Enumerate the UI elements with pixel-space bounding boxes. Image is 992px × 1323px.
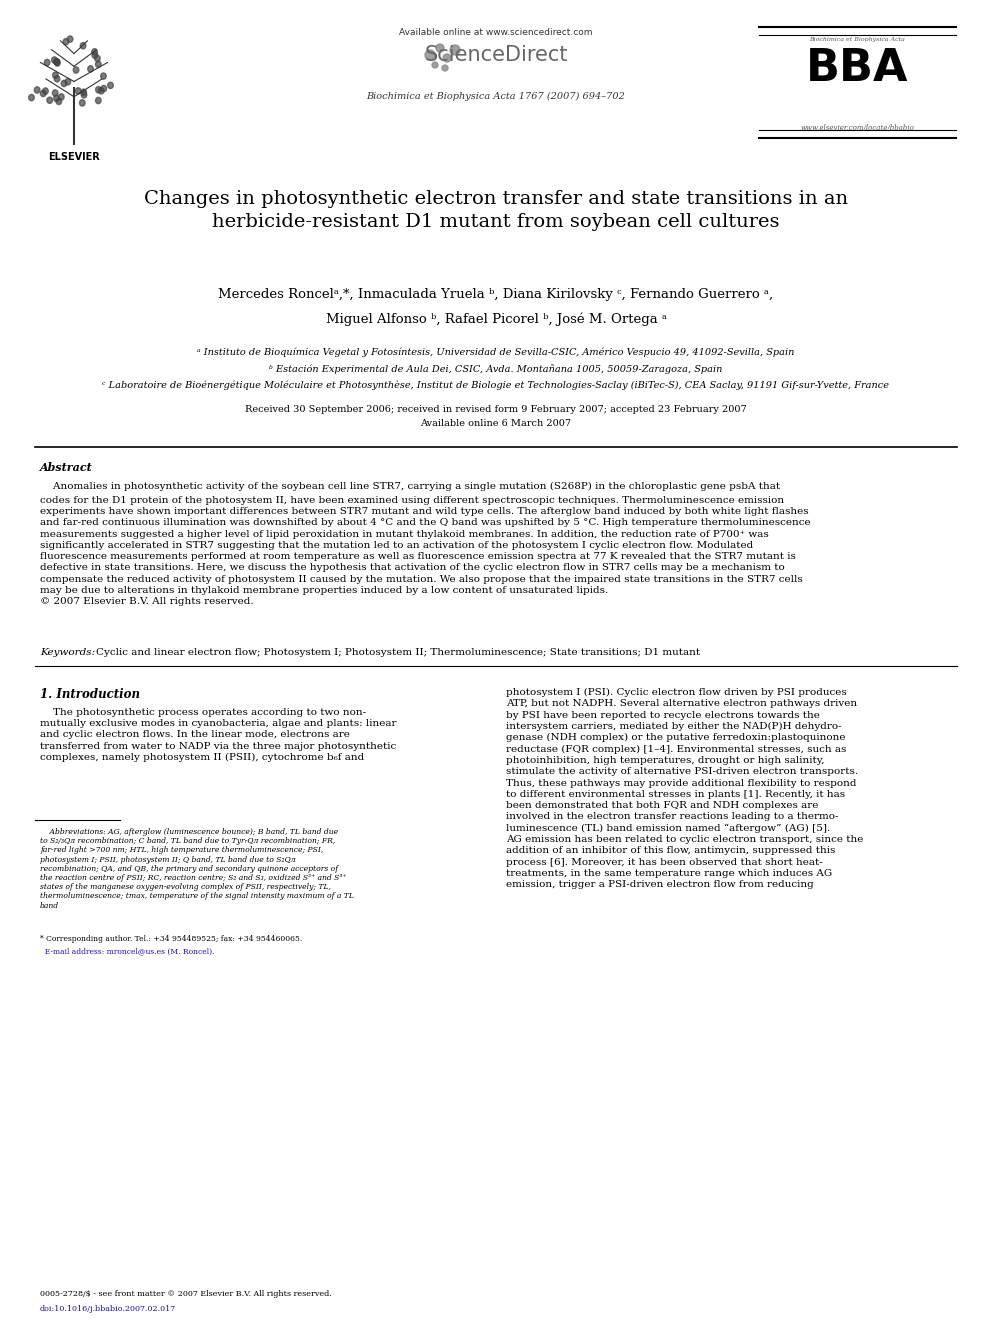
Circle shape [35, 87, 40, 93]
Circle shape [41, 90, 46, 97]
Circle shape [54, 95, 60, 102]
Circle shape [57, 98, 62, 105]
Text: 1. Introduction: 1. Introduction [40, 688, 140, 701]
Circle shape [425, 50, 435, 60]
Circle shape [53, 71, 59, 78]
Text: ScienceDirect: ScienceDirect [425, 45, 567, 65]
Text: * Corresponding author. Tel.: +34 954489525; fax: +34 954460065.: * Corresponding author. Tel.: +34 954489… [40, 935, 303, 943]
Circle shape [80, 42, 86, 49]
Text: Available online 6 March 2007: Available online 6 March 2007 [421, 419, 571, 429]
Text: ᵃ Instituto de Bioquímica Vegetal y Fotosíntesis, Universidad de Sevilla-CSIC, A: ᵃ Instituto de Bioquímica Vegetal y Foto… [197, 348, 795, 357]
Circle shape [92, 52, 97, 58]
Circle shape [108, 82, 113, 89]
Circle shape [62, 81, 66, 86]
Text: 0005-2728/$ - see front matter © 2007 Elsevier B.V. All rights reserved.: 0005-2728/$ - see front matter © 2007 El… [40, 1290, 331, 1298]
Circle shape [43, 87, 49, 94]
Text: photosystem I (PSI). Cyclic electron flow driven by PSI produces
ATP, but not NA: photosystem I (PSI). Cyclic electron flo… [506, 688, 863, 889]
Circle shape [432, 62, 438, 67]
Text: codes for the D1 protein of the photosystem II, have been examined using differe: codes for the D1 protein of the photosys… [40, 496, 810, 606]
Circle shape [65, 78, 70, 85]
Circle shape [443, 54, 451, 62]
Text: Abbreviations: AG, afterglow (luminescence bounce); B band, TL band due
to S₂/₃Q: Abbreviations: AG, afterglow (luminescen… [40, 828, 354, 910]
Circle shape [53, 90, 58, 97]
Circle shape [55, 60, 61, 66]
Circle shape [100, 73, 106, 79]
Circle shape [55, 58, 60, 65]
Text: BBA: BBA [806, 46, 909, 90]
Circle shape [54, 58, 60, 65]
Circle shape [75, 87, 81, 94]
Circle shape [67, 36, 72, 42]
Text: Available online at www.sciencedirect.com: Available online at www.sciencedirect.co… [399, 28, 593, 37]
Circle shape [29, 94, 35, 101]
Text: Mercedes Roncelᵃ,*, Inmaculada Yruela ᵇ, Diana Kirilovsky ᶜ, Fernando Guerrero ᵃ: Mercedes Roncelᵃ,*, Inmaculada Yruela ᵇ,… [218, 288, 774, 302]
Circle shape [55, 75, 60, 82]
Circle shape [95, 86, 101, 93]
Circle shape [52, 57, 58, 64]
Circle shape [45, 60, 50, 66]
Circle shape [95, 98, 101, 103]
Text: E-mail address: mroncel@us.es (M. Roncel).: E-mail address: mroncel@us.es (M. Roncel… [40, 947, 214, 955]
Text: The photosynthetic process operates according to two non-
mutually exclusive mod: The photosynthetic process operates acco… [40, 708, 397, 762]
Text: Miguel Alfonso ᵇ, Rafael Picorel ᵇ, José M. Ortega ᵃ: Miguel Alfonso ᵇ, Rafael Picorel ᵇ, José… [325, 312, 667, 325]
Circle shape [63, 38, 68, 45]
Text: doi:10.1016/j.bbabio.2007.02.017: doi:10.1016/j.bbabio.2007.02.017 [40, 1304, 177, 1312]
Text: Received 30 September 2006; received in revised form 9 February 2007; accepted 2: Received 30 September 2006; received in … [245, 405, 747, 414]
Text: Biochimica et Biophysica Acta: Biochimica et Biophysica Acta [809, 37, 906, 42]
Circle shape [80, 89, 86, 95]
Circle shape [92, 49, 97, 56]
Circle shape [81, 91, 87, 98]
Text: Keywords:: Keywords: [40, 648, 98, 658]
Circle shape [73, 66, 78, 73]
Text: Anomalies in photosynthetic activity of the soybean cell line STR7, carrying a s: Anomalies in photosynthetic activity of … [40, 482, 780, 491]
Circle shape [87, 66, 93, 71]
Circle shape [79, 99, 85, 106]
Circle shape [98, 87, 104, 94]
Circle shape [101, 86, 106, 91]
Text: ELSEVIER: ELSEVIER [49, 152, 100, 161]
Circle shape [95, 61, 101, 67]
Circle shape [59, 94, 64, 101]
Text: ᵇ Estación Experimental de Aula Dei, CSIC, Avda. Montañana 1005, 50059-Zaragoza,: ᵇ Estación Experimental de Aula Dei, CSI… [269, 364, 723, 374]
Text: Changes in photosynthetic electron transfer and state transitions in an
herbicid: Changes in photosynthetic electron trans… [144, 191, 848, 232]
Text: Abstract: Abstract [40, 462, 92, 474]
Circle shape [47, 97, 53, 103]
Circle shape [450, 45, 460, 56]
Circle shape [94, 56, 100, 62]
Text: ᶜ Laboratoire de Bioénergétique Moléculaire et Photosynthèse, Institut de Biolog: ᶜ Laboratoire de Bioénergétique Molécula… [102, 380, 890, 389]
Circle shape [436, 44, 444, 52]
Circle shape [442, 65, 448, 71]
Text: Biochimica et Biophysica Acta 1767 (2007) 694–702: Biochimica et Biophysica Acta 1767 (2007… [367, 93, 625, 101]
Text: www.elsevier.com/locate/bbabio: www.elsevier.com/locate/bbabio [801, 124, 915, 132]
Text: Cyclic and linear electron flow; Photosystem I; Photosystem II; Thermoluminescen: Cyclic and linear electron flow; Photosy… [96, 648, 700, 658]
